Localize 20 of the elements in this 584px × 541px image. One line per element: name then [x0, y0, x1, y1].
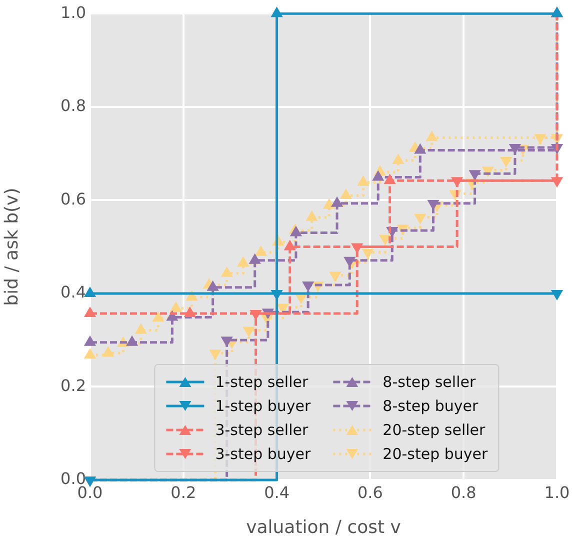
- legend-label: 3-step seller: [215, 421, 308, 439]
- legend-label: 3-step buyer: [215, 445, 311, 463]
- legend-label: 8-step seller: [382, 373, 476, 391]
- y-tick-label: 0.6: [60, 189, 86, 208]
- y-tick-label: 0.8: [60, 96, 86, 116]
- x-tick-label: 0.2: [170, 482, 196, 502]
- y-tick-label: 0.4: [60, 282, 86, 302]
- x-tick-label: 0.6: [357, 482, 383, 502]
- legend-label: 1-step seller: [215, 373, 308, 391]
- legend-label: 8-step buyer: [382, 397, 478, 415]
- x-tick-label: 0.4: [264, 482, 290, 502]
- y-tick-label: 1.0: [60, 2, 86, 22]
- y-tick-label: 0.2: [60, 376, 86, 395]
- legend-label: 1-step buyer: [215, 397, 311, 415]
- legend-label: 20-step seller: [382, 421, 486, 439]
- x-tick-label: 0.8: [450, 482, 476, 502]
- x-axis-title: valuation / cost v: [246, 516, 402, 538]
- y-axis-title: bid / ask b(v): [1, 188, 22, 306]
- x-tick-label: 1.0: [544, 482, 570, 502]
- legend-label: 20-step buyer: [382, 445, 488, 463]
